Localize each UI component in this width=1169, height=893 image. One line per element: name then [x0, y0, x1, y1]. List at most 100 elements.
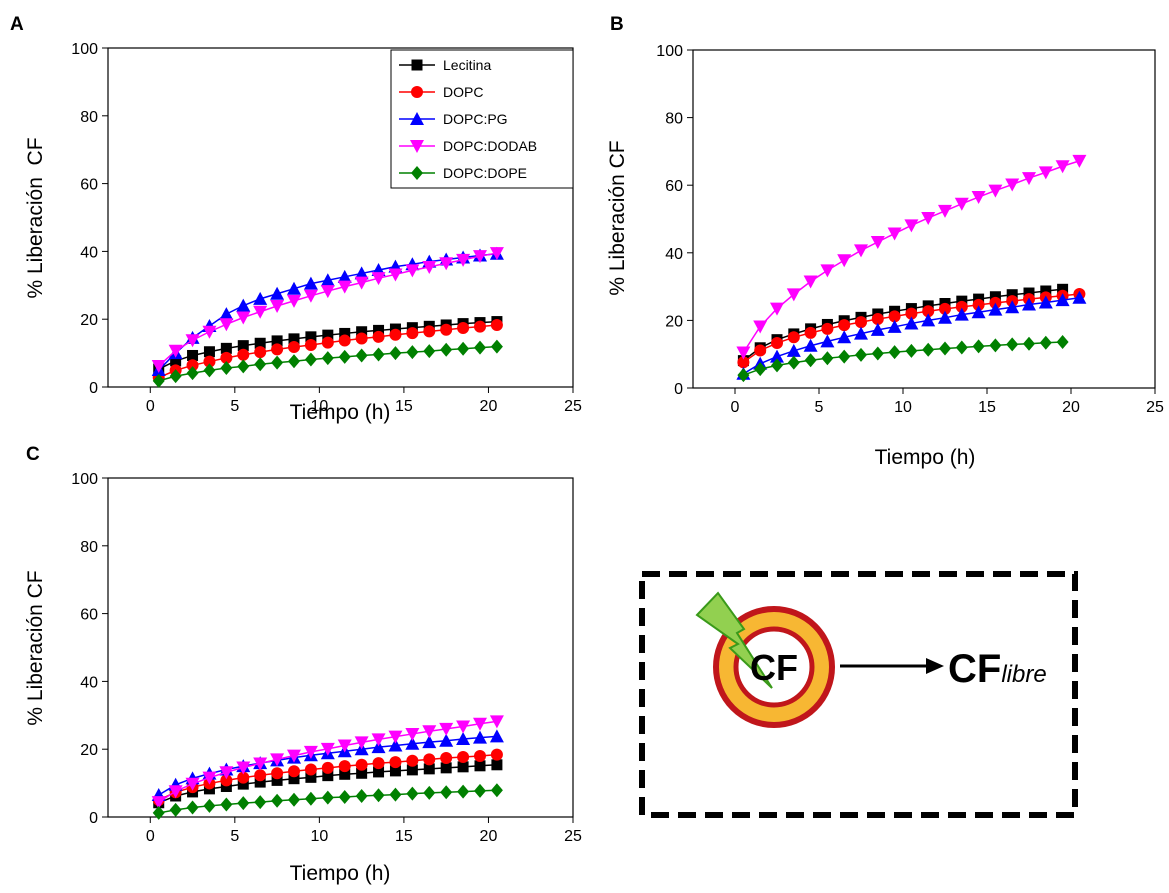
panel-label: C — [26, 444, 40, 465]
marker — [989, 338, 1002, 353]
marker — [490, 748, 503, 761]
marker — [821, 351, 834, 366]
marker — [373, 766, 385, 778]
released-subscript: libre — [1001, 661, 1046, 688]
legend-label: DOPC:DODAB — [443, 138, 537, 154]
marker — [169, 369, 182, 384]
marker — [271, 355, 284, 370]
marker — [186, 800, 199, 815]
marker — [870, 235, 885, 249]
legend-marker — [411, 86, 423, 98]
y-axis-title: % Liberación CF — [606, 140, 629, 295]
y-tick-label: 20 — [80, 312, 98, 329]
marker — [474, 760, 486, 772]
marker — [322, 329, 334, 341]
y-tick-label: 0 — [674, 381, 683, 398]
marker — [440, 752, 453, 765]
marker — [904, 316, 919, 330]
marker — [271, 767, 284, 780]
x-tick-label: 25 — [564, 828, 582, 845]
marker — [457, 784, 470, 799]
marker — [186, 359, 199, 372]
marker — [237, 771, 250, 784]
x-axis-title: Tiempo (h) — [290, 401, 391, 424]
y-axis-title: % Liberación CF — [24, 137, 47, 298]
x-tick-label: 10 — [310, 828, 328, 845]
marker — [236, 298, 251, 312]
marker — [219, 766, 234, 780]
marker — [786, 288, 801, 302]
marker — [954, 307, 969, 321]
marker — [406, 764, 418, 776]
legend-marker — [411, 59, 423, 71]
marker — [288, 333, 300, 345]
marker — [406, 345, 419, 360]
marker — [939, 302, 951, 315]
marker — [203, 798, 216, 813]
marker — [871, 346, 884, 361]
chart: C 0 5 10 15 20 25 0 20 40 60 80 100 Tiempo (h) % Liber… — [24, 444, 582, 885]
diagram: CF CFlibre — [639, 571, 1078, 818]
marker — [271, 335, 283, 347]
marker — [456, 253, 471, 267]
marker — [236, 311, 251, 325]
marker — [1056, 335, 1069, 350]
marker — [237, 778, 249, 790]
marker — [821, 322, 834, 335]
arrow-head — [926, 658, 944, 674]
y-tick-label: 100 — [71, 471, 98, 488]
marker — [489, 247, 504, 261]
marker — [753, 320, 768, 334]
marker — [288, 765, 300, 778]
marker — [1055, 293, 1070, 307]
marker — [151, 359, 166, 373]
marker — [1038, 295, 1053, 309]
released-main: CF — [948, 647, 1001, 691]
y-tick-label: 80 — [80, 109, 98, 126]
marker — [423, 325, 436, 338]
marker — [203, 355, 216, 368]
marker — [406, 754, 419, 767]
marker — [988, 184, 1003, 198]
x-tick-label: 25 — [1146, 399, 1164, 416]
y-tick-label: 80 — [80, 539, 98, 556]
marker — [288, 792, 300, 807]
marker — [355, 332, 368, 345]
marker — [253, 305, 268, 319]
marker — [389, 328, 402, 341]
marker — [303, 276, 318, 290]
marker — [288, 354, 300, 369]
marker — [855, 316, 867, 329]
marker — [888, 345, 901, 360]
marker — [939, 341, 951, 356]
marker — [372, 330, 385, 343]
marker — [855, 347, 867, 362]
marker — [373, 324, 385, 336]
marker — [388, 738, 403, 752]
marker — [871, 313, 884, 326]
y-tick-label: 80 — [665, 111, 683, 128]
marker — [922, 305, 935, 318]
marker — [736, 346, 751, 360]
marker — [271, 343, 284, 356]
marker — [287, 281, 301, 295]
marker — [474, 320, 486, 333]
marker — [491, 759, 503, 771]
marker — [406, 786, 419, 801]
x-tick-label: 10 — [894, 399, 912, 416]
marker — [253, 757, 268, 771]
panel-label: A — [10, 14, 24, 35]
y-tick-label: 20 — [665, 313, 683, 330]
marker — [220, 797, 233, 812]
marker — [989, 291, 1001, 303]
y-tick-label: 100 — [656, 43, 683, 60]
x-tick-label: 5 — [815, 399, 824, 416]
y-axis-title: % Liberación CF — [24, 570, 47, 725]
marker — [270, 299, 285, 313]
marker — [440, 762, 452, 774]
marker — [904, 219, 919, 233]
marker — [1005, 178, 1020, 192]
chart: A 0 5 10 15 20 25 0 20 40 60 80 100 Tiempo (h) % Liber… — [10, 14, 582, 424]
marker — [803, 338, 818, 352]
marker — [439, 733, 454, 747]
